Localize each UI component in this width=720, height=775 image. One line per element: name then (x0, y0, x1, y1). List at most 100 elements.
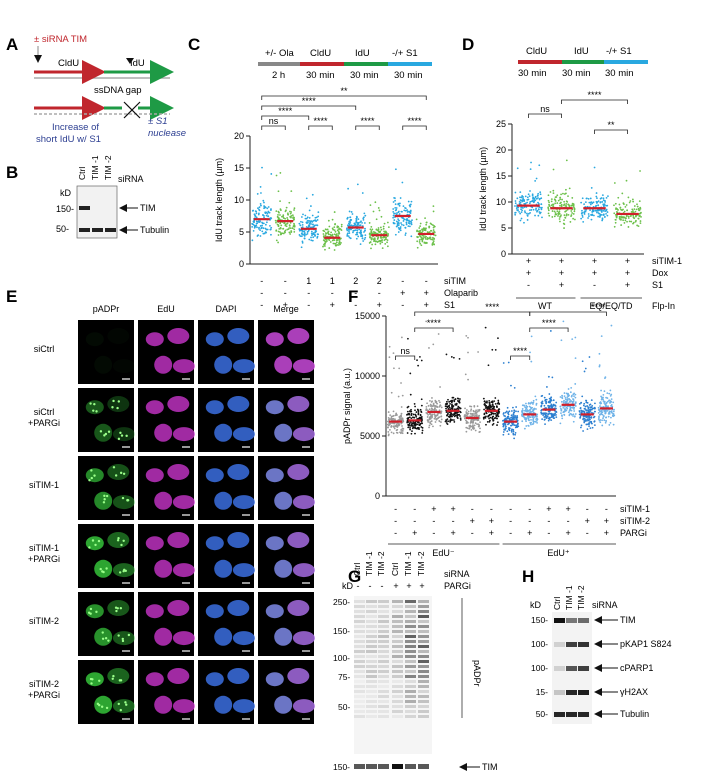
data-point (417, 236, 419, 238)
smear-band (405, 700, 416, 703)
data-point (609, 389, 612, 392)
data-point (334, 230, 337, 233)
data-point (457, 405, 460, 408)
data-point (474, 414, 477, 417)
mw-label: 15- (536, 687, 548, 697)
data-point (593, 424, 596, 427)
nucleus (154, 695, 173, 714)
data-point (585, 409, 588, 412)
data-point (432, 343, 435, 346)
data-point (590, 187, 593, 189)
significance-bracket (414, 327, 454, 332)
data-point (599, 197, 602, 200)
data-point (418, 239, 421, 241)
data-point (552, 403, 555, 406)
data-point (317, 215, 320, 218)
data-point (547, 419, 550, 422)
micrograph-tile (198, 592, 254, 656)
data-point (255, 212, 258, 215)
nucleus (154, 423, 173, 442)
nucleus (265, 672, 284, 687)
condition-cell: - (354, 288, 357, 298)
data-point (458, 399, 461, 402)
data-point (487, 364, 490, 367)
data-point (401, 394, 404, 397)
smear-band (378, 620, 389, 623)
data-point (277, 210, 280, 213)
data-point (581, 211, 584, 214)
smear-band (392, 685, 403, 688)
column-header: DAPI (215, 304, 236, 314)
data-point (519, 212, 522, 215)
data-point (456, 416, 459, 419)
data-point (269, 217, 272, 220)
data-point (521, 415, 524, 418)
data-point (425, 409, 428, 412)
data-point (550, 403, 553, 406)
panel-letter-a: A (6, 35, 18, 54)
data-point (536, 210, 538, 213)
data-point (420, 236, 423, 239)
data-point (483, 413, 486, 416)
data-point (529, 416, 532, 419)
data-point (497, 337, 499, 340)
data-point (330, 231, 333, 234)
sirna-label: siRNA (444, 569, 470, 579)
data-point (402, 419, 404, 422)
data-point (565, 214, 568, 217)
data-point (492, 412, 495, 415)
y-tick-label: 15 (234, 163, 244, 173)
data-point (324, 245, 326, 247)
data-point (565, 392, 568, 395)
focus (112, 674, 115, 678)
data-point (583, 415, 585, 418)
data-point (430, 407, 433, 410)
data-point (555, 411, 558, 413)
data-point (433, 243, 435, 245)
data-point (471, 414, 474, 417)
caption-line-2: short IdU w/ S1 (36, 134, 101, 145)
data-point (349, 221, 352, 224)
data-point (535, 207, 537, 210)
condition-cell: - (401, 300, 404, 310)
data-point (258, 208, 260, 211)
smear-band (366, 640, 377, 643)
data-point (355, 217, 358, 220)
focus (116, 607, 119, 610)
data-point (419, 417, 421, 419)
data-point (372, 210, 375, 213)
data-point (357, 235, 360, 238)
focus (122, 539, 125, 543)
protein-band (566, 642, 577, 647)
data-point (450, 414, 452, 417)
data-point (431, 397, 433, 399)
data-point (551, 415, 554, 418)
data-point (258, 206, 261, 209)
data-point (409, 393, 412, 396)
nucleus (292, 631, 315, 646)
data-point (601, 201, 604, 203)
data-point (372, 230, 375, 233)
data-point (554, 200, 557, 202)
condition-cell: + (527, 528, 532, 538)
data-point (289, 227, 292, 230)
data-point (574, 383, 577, 385)
protein-band (578, 618, 589, 623)
data-point (514, 191, 517, 194)
data-point (606, 204, 609, 207)
condition-cell: + (559, 280, 564, 290)
condition-row-label: siTIM-1 (652, 256, 682, 266)
data-point (621, 209, 623, 212)
nucleus (205, 332, 224, 347)
data-point (560, 201, 562, 204)
data-point (483, 400, 486, 403)
data-point (587, 197, 590, 200)
data-point (257, 207, 259, 210)
data-point (386, 239, 389, 241)
condition-cell: - (331, 288, 334, 298)
smear-band (405, 655, 416, 658)
data-point (498, 408, 501, 411)
data-point (600, 209, 603, 211)
data-point (613, 225, 616, 228)
data-point (496, 406, 498, 409)
